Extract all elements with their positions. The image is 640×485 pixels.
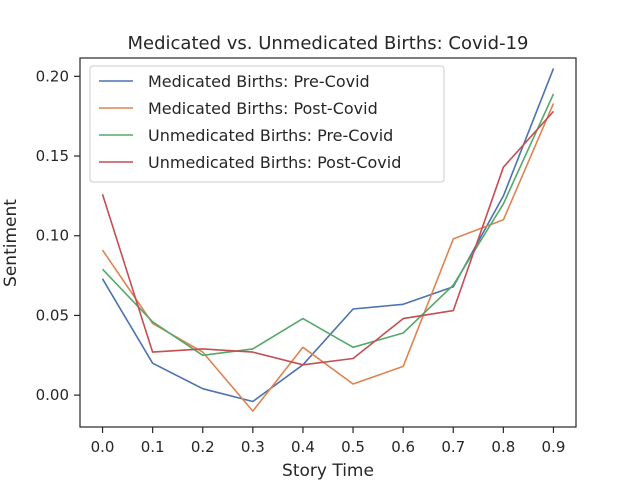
y-tick-label: 0.15 <box>36 147 69 165</box>
legend-label: Unmedicated Births: Post-Covid <box>148 153 401 172</box>
series-line-4 <box>101 110 555 366</box>
x-axis-label: Story Time <box>282 461 374 480</box>
x-tick-label: 0.2 <box>191 438 215 456</box>
chart-title: Medicated vs. Unmedicated Births: Covid-… <box>128 33 529 54</box>
x-tick-label: 0.7 <box>441 438 465 456</box>
x-tick-label: 0.4 <box>291 438 315 456</box>
x-tick-label: 0.1 <box>141 438 165 456</box>
plot-frame <box>79 57 577 428</box>
x-tick-label: 0.9 <box>542 438 566 456</box>
y-axis-label: Sentiment <box>1 199 21 287</box>
x-tick-label: 0.6 <box>391 438 415 456</box>
x-tick-label: 0.8 <box>491 438 515 456</box>
plot-area <box>101 68 555 412</box>
legend-label: Unmedicated Births: Pre-Covid <box>148 126 393 145</box>
x-tick-label: 0.5 <box>341 438 365 456</box>
y-tick-label: 0.00 <box>36 386 69 404</box>
series-line-3 <box>101 93 555 357</box>
x-tick-label: 0.0 <box>91 438 115 456</box>
y-tick-label: 0.05 <box>36 306 69 324</box>
y-axis: 0.00 0.05 0.10 0.15 0.20 <box>36 67 80 404</box>
y-tick-label: 0.10 <box>36 227 69 245</box>
legend-label: Medicated Births: Post-Covid <box>148 99 378 118</box>
legend-label: Medicated Births: Pre-Covid <box>148 72 370 91</box>
legend-box <box>89 65 445 183</box>
y-tick-label: 0.20 <box>36 67 69 85</box>
x-axis: 0.0 0.1 0.2 0.3 0.4 0.5 0.6 0.7 0.8 0.9 <box>91 427 566 456</box>
legend: Medicated Births: Pre-Covid Medicated Bir… <box>89 65 445 183</box>
x-tick-label: 0.3 <box>241 438 265 456</box>
